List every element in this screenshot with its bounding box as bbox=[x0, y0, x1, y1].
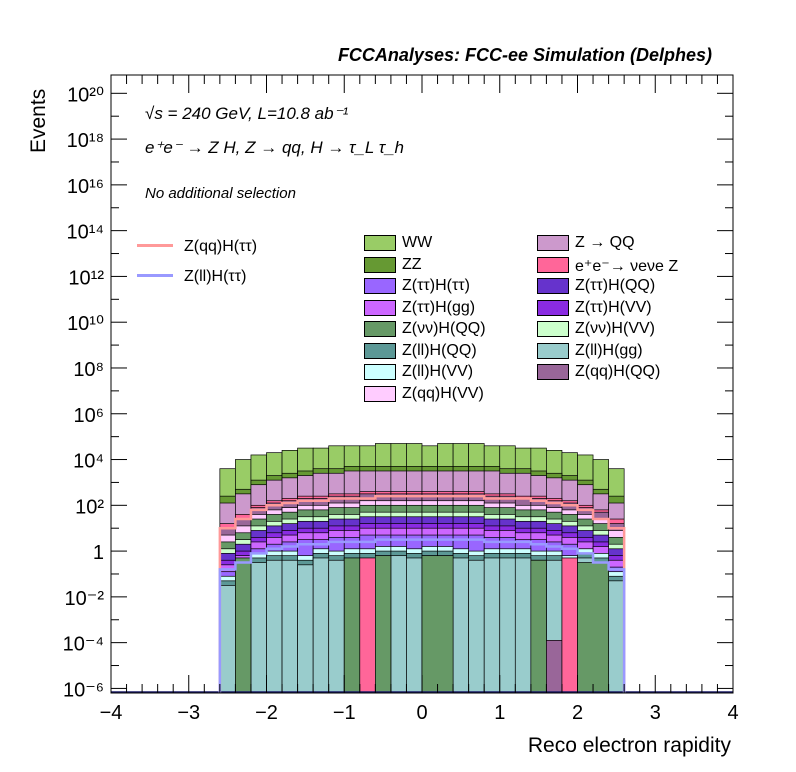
overlay-bar bbox=[577, 562, 609, 694]
x-axis-ticks: −4 −3 −2 −1 0 1 2 3 4 bbox=[100, 75, 739, 724]
bar-z-ll-h-gg- bbox=[390, 555, 407, 694]
legend-fill-swatch bbox=[364, 321, 396, 337]
legend-fill-swatch bbox=[537, 364, 569, 380]
legend-fill-swatch bbox=[537, 235, 569, 251]
bar-z-ll-h-gg- bbox=[514, 557, 532, 694]
y-tick-label: 10⁻⁶ bbox=[63, 679, 104, 701]
legend-fill-label: Z(qq)H(VV) bbox=[402, 384, 484, 402]
legend-fill-swatch bbox=[364, 364, 396, 380]
legend-fill-label: Z(ττ)H(gg) bbox=[402, 298, 476, 316]
legend-fill-swatch bbox=[364, 278, 396, 294]
y-tick-label: 10¹⁶ bbox=[67, 176, 104, 198]
legend-fill-label: Z(ll)H(QQ) bbox=[402, 341, 477, 359]
bar-z-ll-h-gg- bbox=[250, 562, 267, 694]
bar-z-ll-h-gg- bbox=[499, 557, 516, 694]
legend-fill-swatch bbox=[364, 342, 396, 359]
signal-line-z-qq-h- bbox=[218, 494, 626, 693]
x-tick-label: −3 bbox=[177, 702, 200, 724]
x-tick-label: −4 bbox=[100, 702, 123, 724]
x-tick-label: 2 bbox=[572, 702, 583, 724]
legend-fill-label: Z(νν)H(QQ) bbox=[402, 320, 486, 337]
legend-fill-swatch bbox=[537, 321, 569, 337]
y-axis-label: Events bbox=[27, 89, 50, 153]
chart-header: FCCAnalyses: FCC-ee Simulation (Delphes) bbox=[338, 45, 712, 65]
legend-line-label: Z(ll)H(ττ) bbox=[184, 268, 247, 285]
y-axis-ticks: 10⁻⁶ 10⁻⁴ 10⁻² 1 10² 10⁴ 10⁶ 10⁸ 10¹⁰ 10¹² 10¹⁴ 10¹… bbox=[63, 84, 733, 701]
overlay-bar bbox=[561, 557, 578, 694]
x-tick-label: 3 bbox=[650, 702, 661, 724]
x-axis-label: Reco electron rapidity bbox=[528, 734, 732, 757]
y-tick-label: 10²⁰ bbox=[67, 84, 104, 106]
legend-fill-label: e⁺e⁻→ νeνe Z bbox=[575, 257, 679, 275]
legend-fill-swatch bbox=[537, 342, 569, 359]
bar-z-ll-h-gg- bbox=[266, 559, 283, 694]
process-label: e⁺e⁻ → Z H, Z → qq, H → τ_L τ_h bbox=[145, 138, 404, 157]
bar-z-ll-h-gg- bbox=[281, 559, 298, 694]
bar-z-ll-h-gg- bbox=[297, 564, 314, 694]
legend-fill-label: Z(qq)H(QQ) bbox=[575, 363, 661, 380]
overlay-bar bbox=[421, 555, 454, 694]
legend-fill-swatch bbox=[364, 299, 396, 316]
x-tick-label: 1 bbox=[494, 702, 505, 724]
x-tick-label: 4 bbox=[727, 702, 738, 724]
y-tick-label: 1 bbox=[93, 542, 104, 564]
y-tick-label: 10⁸ bbox=[73, 359, 104, 381]
legend-line-swatch bbox=[137, 274, 173, 277]
energy-luminosity-label: √s = 240 GeV, L=10.8 ab⁻¹ bbox=[145, 104, 349, 123]
y-tick-label: 10¹⁸ bbox=[67, 130, 104, 152]
legend-fill-swatch bbox=[537, 278, 569, 294]
x-tick-label: −1 bbox=[333, 702, 356, 724]
bar-z-ll-h-gg- bbox=[608, 580, 625, 694]
selection-label: No additional selection bbox=[145, 185, 296, 202]
overlay-bar bbox=[343, 557, 361, 694]
x-tick-label: −2 bbox=[255, 702, 278, 724]
y-tick-label: 10⁴ bbox=[73, 451, 104, 473]
legend-fill-label: Z(ττ)H(QQ) bbox=[575, 277, 656, 294]
overlay-bar bbox=[359, 557, 376, 694]
y-tick-label: 10⁻² bbox=[65, 588, 105, 610]
legend-fill-swatch bbox=[537, 299, 569, 316]
legend-fill-label: Z(ll)H(VV) bbox=[402, 363, 474, 380]
legend-fill-label: ZZ bbox=[402, 255, 422, 273]
overlay-bars bbox=[111, 555, 733, 694]
legend-line-label: Z(qq)H(ττ) bbox=[184, 238, 258, 255]
legend-fill-label: Z(νν)H(VV) bbox=[575, 320, 655, 337]
legend-fill-label: Z → QQ bbox=[575, 234, 635, 251]
bar-z-ll-h-gg- bbox=[468, 559, 485, 694]
legend-line-swatch bbox=[137, 244, 173, 247]
y-tick-label: 10¹⁴ bbox=[67, 222, 105, 244]
y-tick-label: 10⁻⁴ bbox=[63, 634, 104, 656]
bar-z-ll-h-gg- bbox=[312, 557, 330, 694]
bar-z-ll-h-gg- bbox=[452, 557, 470, 694]
bar-z-ll-h-gg- bbox=[219, 585, 236, 694]
x-tick-label: 0 bbox=[416, 702, 427, 724]
bar-z-ll-h-gg- bbox=[483, 557, 501, 694]
bar-z-ll-h-gg- bbox=[406, 557, 423, 694]
overlay-bar bbox=[546, 640, 563, 694]
legend-fill-label: Z(ττ)H(ττ) bbox=[402, 277, 470, 294]
legend-fill-swatch bbox=[364, 385, 396, 402]
signal-lines bbox=[218, 494, 626, 693]
legend-fill-label: Z(ll)H(gg) bbox=[575, 341, 643, 359]
overlay-bar bbox=[235, 557, 252, 694]
overlay-bar bbox=[530, 559, 547, 694]
y-tick-label: 10² bbox=[75, 496, 104, 518]
legend-fill-swatch bbox=[364, 256, 396, 273]
legend-fill-swatch bbox=[364, 235, 396, 251]
y-tick-label: 10⁶ bbox=[74, 405, 104, 427]
legend-fill-label: WW bbox=[402, 234, 433, 251]
bar-z-ll-h-gg- bbox=[328, 559, 345, 694]
legend-fill-label: Z(ττ)H(VV) bbox=[575, 298, 652, 316]
overlay-bar bbox=[375, 555, 392, 694]
legend-fill-swatch bbox=[537, 256, 569, 273]
y-tick-label: 10¹² bbox=[68, 267, 104, 289]
signal-line-z-ll-h- bbox=[218, 538, 626, 693]
y-tick-label: 10¹⁰ bbox=[67, 313, 104, 335]
